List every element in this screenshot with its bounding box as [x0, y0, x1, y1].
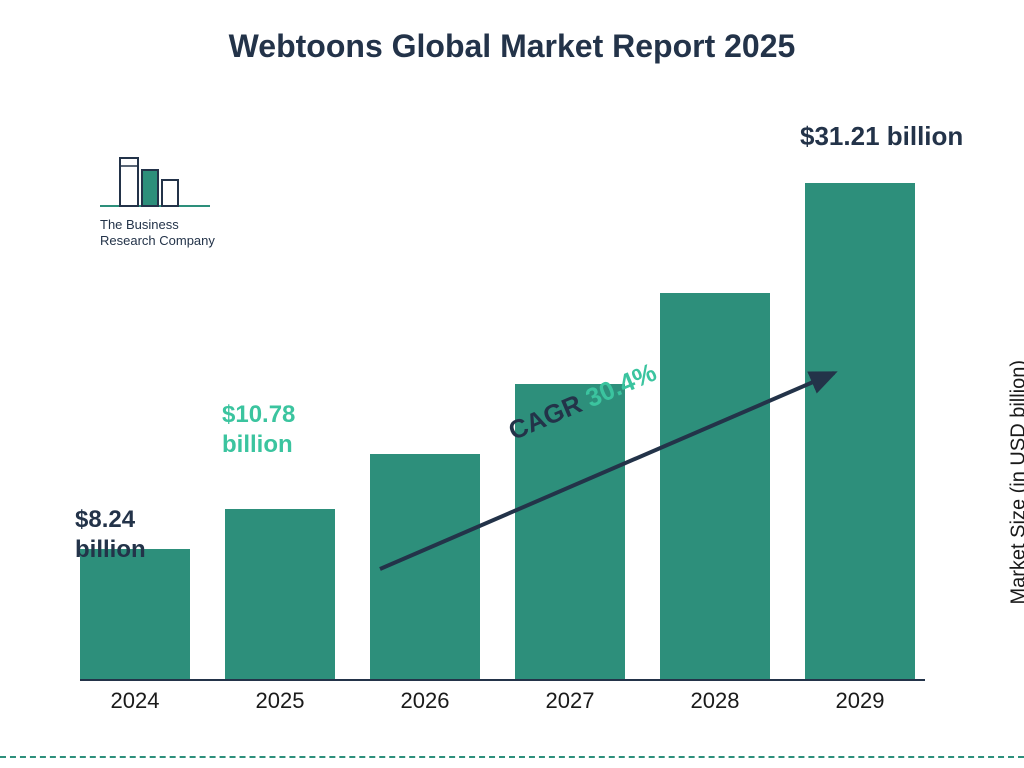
- page-root: Webtoons Global Market Report 2025 The B…: [0, 0, 1024, 768]
- chart-title-text: Webtoons Global Market Report 2025: [229, 28, 796, 64]
- value-label-2: $31.21 billion: [800, 120, 963, 153]
- chart-area: CAGR 30.4%: [80, 155, 950, 680]
- footer-divider: [0, 756, 1024, 758]
- x-labels-container: 2024 2025 2026 2027 2028 2029: [80, 688, 950, 718]
- x-label-2026: 2026: [370, 688, 480, 714]
- y-axis-label: Market Size (in USD billion): [1008, 360, 1024, 605]
- chart-title: Webtoons Global Market Report 2025: [0, 28, 1024, 65]
- x-label-2028: 2028: [660, 688, 770, 714]
- x-label-2027: 2027: [515, 688, 625, 714]
- x-label-2025: 2025: [225, 688, 335, 714]
- value-label-1: $10.78billion: [222, 400, 295, 460]
- value-label-0: $8.24billion: [75, 505, 146, 565]
- x-label-2024: 2024: [80, 688, 190, 714]
- x-label-2029: 2029: [805, 688, 915, 714]
